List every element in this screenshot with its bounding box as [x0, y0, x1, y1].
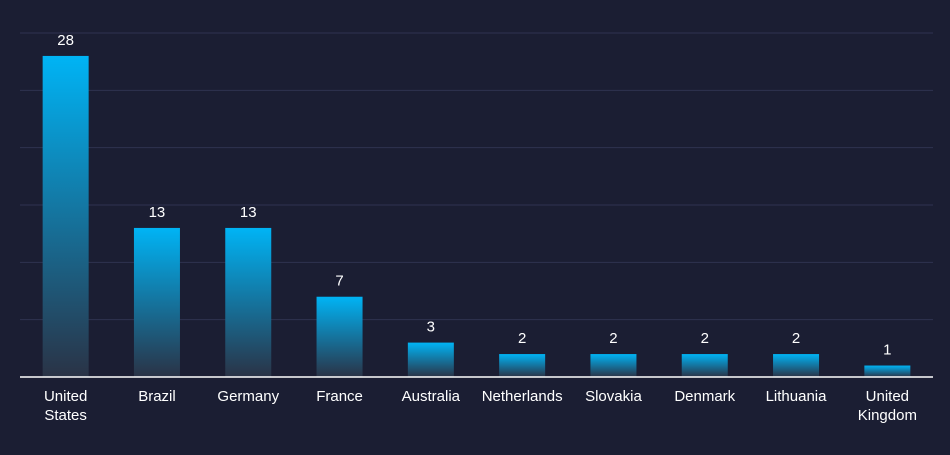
bar — [590, 354, 637, 377]
x-tick-label: Netherlands — [482, 388, 563, 405]
bar — [316, 296, 363, 377]
bar — [133, 227, 180, 377]
bar — [225, 227, 272, 377]
x-tick-label: Lithuania — [766, 388, 828, 405]
x-tick-label: Australia — [402, 388, 461, 405]
data-label: 28 — [57, 32, 74, 49]
data-label: 2 — [701, 330, 709, 347]
x-tick-label: France — [316, 388, 363, 405]
bar — [681, 354, 728, 377]
data-label: 3 — [427, 319, 435, 336]
x-tick-label: Brazil — [138, 388, 176, 405]
x-tick-labels: United States Brazil Germany France Australia… — [44, 388, 917, 424]
x-tick-label: Slovakia — [585, 388, 642, 405]
data-label: 1 — [883, 342, 891, 359]
bar — [499, 354, 546, 377]
x-tick-label: United Kingdom — [858, 388, 917, 424]
bar — [773, 354, 820, 377]
x-tick-label: Denmark — [674, 388, 735, 405]
bar — [42, 55, 89, 377]
data-label: 7 — [335, 273, 343, 290]
data-label: 13 — [149, 204, 166, 221]
data-label: 2 — [609, 330, 617, 347]
bar — [864, 365, 911, 377]
bars — [42, 55, 911, 377]
data-labels: 28 13 13 7 3 2 2 2 2 1 — [57, 32, 891, 359]
data-label: 2 — [792, 330, 800, 347]
x-tick-label: Germany — [217, 388, 279, 405]
data-label: 13 — [240, 204, 257, 221]
x-tick-label: United States — [44, 388, 87, 424]
bar — [407, 342, 454, 377]
data-label: 2 — [518, 330, 526, 347]
